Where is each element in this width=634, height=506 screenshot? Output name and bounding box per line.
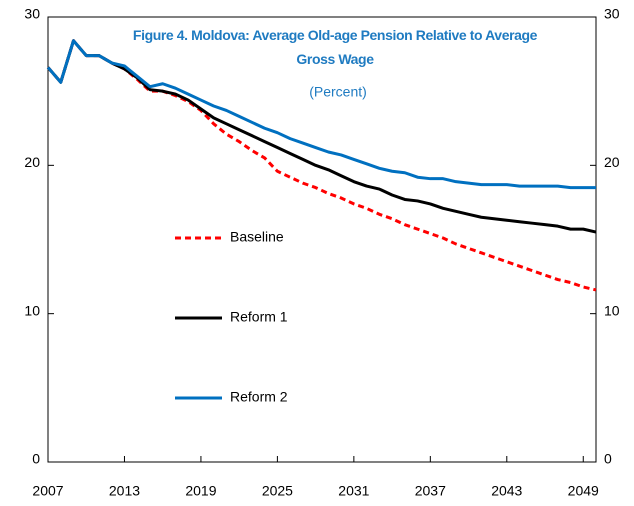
x-tick-label: 2037 bbox=[415, 483, 446, 499]
x-tick-label: 2031 bbox=[338, 483, 369, 499]
y-tick-label: 20 bbox=[24, 154, 40, 170]
y2-tick-label: 10 bbox=[604, 302, 620, 318]
chart-subtitle: (Percent) bbox=[309, 84, 367, 100]
y-tick-label: 0 bbox=[32, 451, 40, 467]
x-tick-label: 2007 bbox=[32, 483, 63, 499]
legend-label: Reform 1 bbox=[230, 309, 288, 325]
y2-tick-label: 0 bbox=[604, 451, 612, 467]
y-tick-label: 30 bbox=[24, 6, 40, 22]
x-tick-label: 2025 bbox=[262, 483, 293, 499]
legend-label: Reform 2 bbox=[230, 389, 288, 405]
x-tick-label: 2019 bbox=[185, 483, 216, 499]
legend-label: Baseline bbox=[230, 229, 284, 245]
y2-tick-label: 30 bbox=[604, 6, 620, 22]
series-line bbox=[46, 39, 596, 190]
y-tick-label: 10 bbox=[24, 302, 40, 318]
chart-title: Figure 4. Moldova: Average Old-age Pensi… bbox=[133, 27, 538, 67]
x-tick-label: 2043 bbox=[491, 483, 522, 499]
plot-frame bbox=[47, 16, 597, 463]
y2-tick-label: 20 bbox=[604, 154, 620, 170]
x-tick-label: 2013 bbox=[109, 483, 140, 499]
x-tick-label: 2049 bbox=[568, 483, 599, 499]
series-line bbox=[46, 39, 597, 292]
